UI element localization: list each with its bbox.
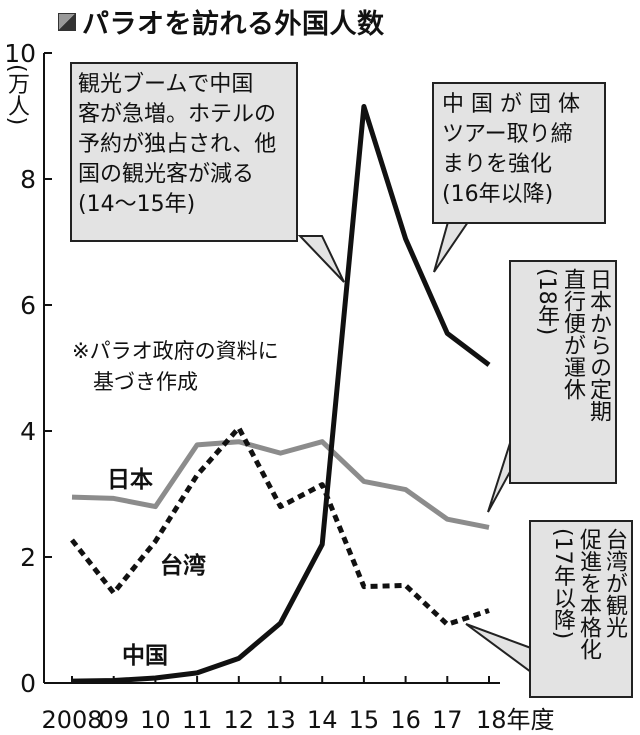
annotation-taiwan-promotion: 台湾が観光 促進を本格化 (17年以降): [529, 520, 633, 698]
series-line-2: [71, 104, 491, 684]
y-tick-label: 8: [20, 165, 36, 194]
x-tick-label: 09: [98, 706, 129, 734]
chart-title: パラオを訪れる外国人数: [58, 2, 385, 41]
chart-series-lines: [70, 104, 491, 684]
pointer-box4: [465, 623, 532, 674]
cube-icon: [58, 13, 76, 31]
x-tick-label: 14: [307, 706, 338, 734]
annotation-china-restriction: 中 国 が 団 体 ツアー取り締 まりを強化 (16年以降): [432, 82, 606, 224]
series-line-0: [71, 439, 490, 530]
annotation-china-boom: 観光ブームで中国 客が急増。ホテルの 予約が独占され、他 国の観光客が減る (1…: [70, 62, 298, 242]
x-tick-label: 18年度: [476, 706, 555, 734]
x-tick-label: 12: [224, 706, 255, 734]
y-tick-label: 6: [20, 291, 36, 320]
x-tick-label: 2008: [41, 706, 102, 734]
x-tick-label: 17: [432, 706, 463, 734]
y-axis-unit-label: (万人): [4, 64, 29, 126]
x-tick-label: 11: [182, 706, 213, 734]
pointer-box3: [487, 439, 512, 513]
y-tick-label: 10: [4, 39, 36, 68]
series-label-japan: 日本: [107, 467, 153, 493]
x-tick-label: 16: [390, 706, 421, 734]
y-tick-label: 4: [20, 417, 36, 446]
y-axis-unit: (万人): [3, 64, 29, 125]
x-tick-label: 13: [265, 706, 296, 734]
pointer-box1: [297, 235, 345, 283]
annotation-japan-flights: 日本からの定期 直行便が運休 (18年): [509, 260, 617, 484]
series-label-taiwan: 台湾: [160, 553, 206, 579]
series-line-1: [70, 425, 490, 627]
callout-pointers: [297, 221, 532, 674]
x-tick-label: 15: [349, 706, 380, 734]
x-tick-label: 10: [140, 706, 171, 734]
series-label-china: 中国: [122, 643, 168, 669]
y-tick-label: 2: [20, 543, 36, 572]
pointer-box2: [433, 221, 470, 273]
chart-title-text: パラオを訪れる外国人数: [82, 9, 385, 40]
source-note: ※パラオ政府の資料に 基づき作成: [72, 339, 279, 394]
y-tick-label: 0: [20, 669, 36, 698]
